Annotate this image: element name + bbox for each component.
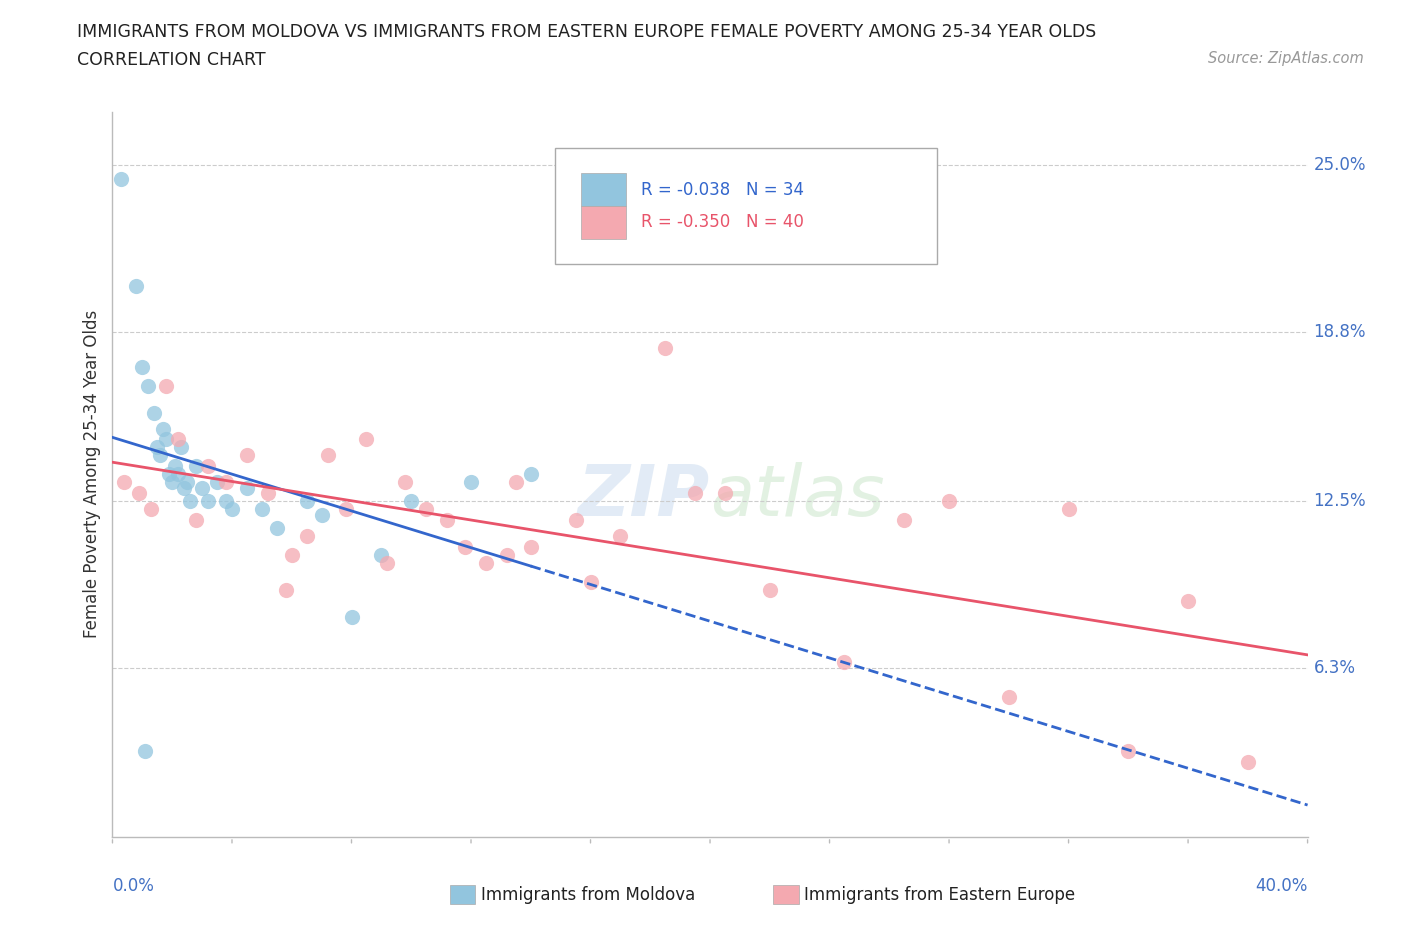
Text: ZIP: ZIP [578, 461, 710, 530]
Text: CORRELATION CHART: CORRELATION CHART [77, 51, 266, 69]
Point [257, 485, 280, 500]
Point [215, 494, 238, 509]
Point [110, 171, 132, 186]
FancyBboxPatch shape [581, 206, 627, 238]
Point [221, 502, 243, 517]
FancyBboxPatch shape [581, 173, 627, 206]
Point [609, 528, 631, 543]
Point [401, 494, 423, 509]
FancyBboxPatch shape [554, 148, 938, 264]
Point [138, 379, 160, 393]
Point [215, 475, 238, 490]
Text: Immigrants from Moldova: Immigrants from Moldova [481, 885, 695, 904]
Point [155, 379, 177, 393]
Point [394, 475, 416, 490]
Point [157, 467, 180, 482]
Point [834, 655, 856, 670]
Point [295, 528, 318, 543]
Point [460, 475, 482, 490]
Point [1057, 502, 1080, 517]
Text: 40.0%: 40.0% [1256, 877, 1308, 895]
Point [141, 502, 163, 517]
Text: 12.5%: 12.5% [1313, 492, 1367, 511]
Point [197, 458, 219, 473]
Point [505, 475, 527, 490]
Point [356, 432, 378, 446]
Point [998, 690, 1021, 705]
Point [266, 521, 288, 536]
Point [131, 359, 153, 374]
Point [311, 507, 333, 522]
Point [1118, 744, 1140, 759]
Point [173, 480, 195, 495]
Point [564, 512, 586, 527]
Text: 0.0%: 0.0% [112, 877, 155, 895]
Point [250, 502, 273, 517]
Point [340, 609, 363, 624]
Point [205, 475, 228, 490]
Point [496, 548, 519, 563]
Point [520, 539, 543, 554]
Text: 25.0%: 25.0% [1313, 156, 1367, 174]
Point [191, 480, 214, 495]
Text: R = -0.038   N = 34: R = -0.038 N = 34 [641, 180, 804, 199]
Point [436, 512, 458, 527]
Point [197, 494, 219, 509]
Point [167, 467, 190, 482]
Point [162, 475, 183, 490]
Point [236, 480, 259, 495]
Point [146, 440, 169, 455]
Point [149, 448, 172, 463]
Point [1237, 754, 1260, 769]
Point [134, 744, 156, 759]
Point [170, 440, 193, 455]
Point [176, 475, 198, 490]
Point [125, 279, 148, 294]
Point [579, 575, 602, 590]
Point [186, 512, 208, 527]
Point [316, 448, 339, 463]
Point [167, 432, 190, 446]
Text: IMMIGRANTS FROM MOLDOVA VS IMMIGRANTS FROM EASTERN EUROPE FEMALE POVERTY AMONG 2: IMMIGRANTS FROM MOLDOVA VS IMMIGRANTS FR… [77, 23, 1097, 41]
Text: R = -0.350   N = 40: R = -0.350 N = 40 [641, 213, 804, 232]
Point [370, 548, 392, 563]
Point [454, 539, 477, 554]
Point [893, 512, 915, 527]
Point [714, 485, 737, 500]
Point [155, 432, 177, 446]
Point [683, 485, 706, 500]
Point [236, 448, 259, 463]
Point [274, 582, 297, 597]
Point [520, 467, 543, 482]
Point [186, 458, 208, 473]
Y-axis label: Female Poverty Among 25-34 Year Olds: Female Poverty Among 25-34 Year Olds [83, 311, 101, 638]
Point [114, 475, 135, 490]
Point [938, 494, 960, 509]
Point [143, 405, 166, 420]
Point [1177, 593, 1199, 608]
Point [654, 340, 676, 355]
Point [165, 458, 187, 473]
Text: 6.3%: 6.3% [1313, 658, 1355, 677]
Text: Source: ZipAtlas.com: Source: ZipAtlas.com [1208, 51, 1364, 66]
Point [335, 502, 357, 517]
Point [128, 485, 150, 500]
Point [179, 494, 201, 509]
Point [415, 502, 437, 517]
Point [152, 421, 174, 436]
Point [475, 555, 498, 570]
Text: atlas: atlas [710, 461, 884, 530]
Point [759, 582, 782, 597]
Point [281, 548, 304, 563]
Point [295, 494, 318, 509]
Text: 18.8%: 18.8% [1313, 323, 1367, 341]
Point [377, 555, 399, 570]
Text: Immigrants from Eastern Europe: Immigrants from Eastern Europe [804, 885, 1076, 904]
